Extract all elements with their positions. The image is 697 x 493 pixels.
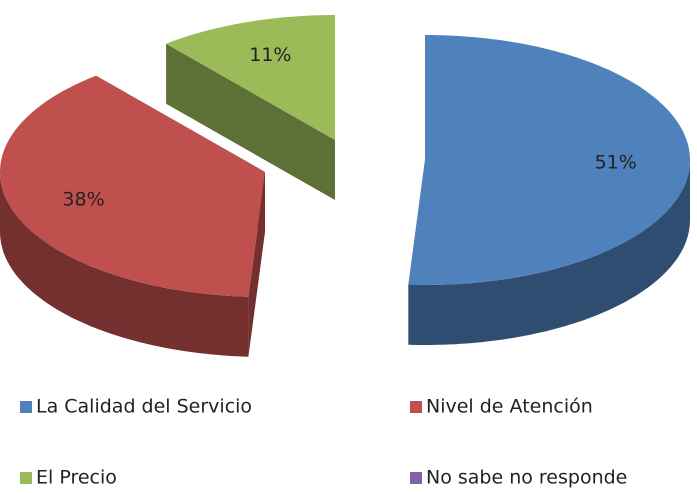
- legend-label: No sabe no responde: [426, 467, 627, 489]
- data-label: 38%: [62, 188, 104, 210]
- legend-label: La Calidad del Servicio: [36, 396, 252, 418]
- legend-swatch: [20, 472, 32, 484]
- slice: [408, 35, 690, 285]
- legend-swatch: [410, 401, 422, 413]
- slice-side: [166, 43, 335, 201]
- slice: [166, 15, 335, 140]
- legend-label: Nivel de Atención: [426, 396, 593, 418]
- legend-label: El Precio: [36, 467, 117, 489]
- legend-swatch: [20, 401, 32, 413]
- data-label: 51%: [595, 151, 637, 173]
- legend-swatch: [410, 472, 422, 484]
- slice: [0, 75, 265, 297]
- data-label: 11%: [249, 44, 291, 66]
- slice-wall: [408, 160, 690, 345]
- slice-wall: [0, 172, 249, 357]
